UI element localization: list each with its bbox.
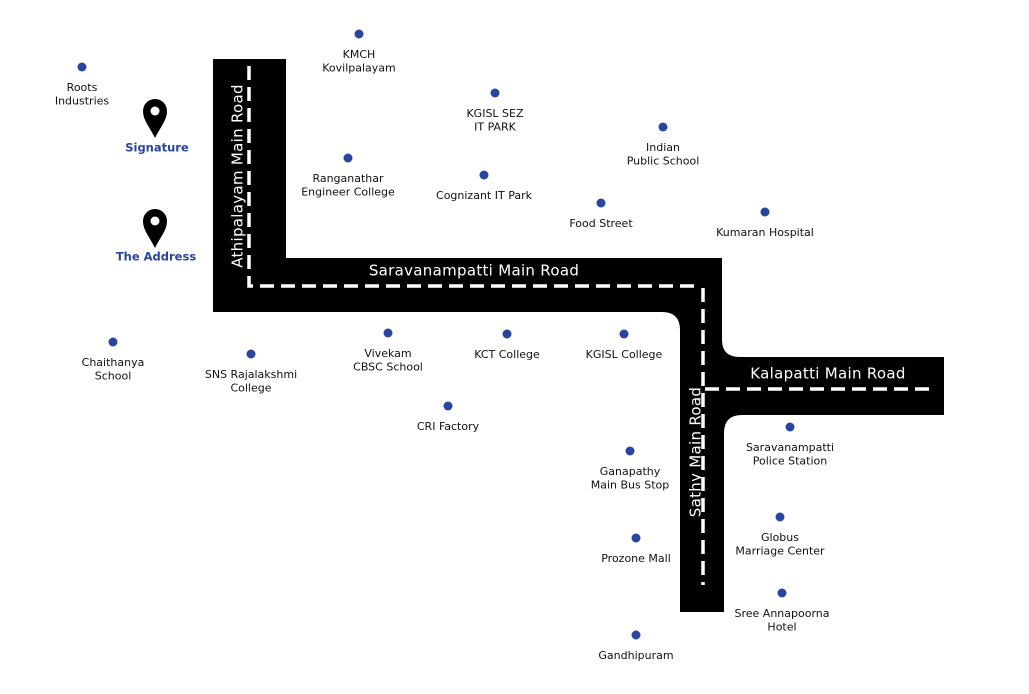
- place-dot: [777, 588, 787, 598]
- place-label: Hotel: [767, 621, 796, 634]
- place-label: Public School: [627, 155, 700, 168]
- road-dashes: [247, 66, 932, 585]
- place-dot: [490, 88, 500, 98]
- place-dot: [596, 198, 606, 208]
- place-dot: [631, 533, 641, 543]
- place-label: Police Station: [753, 455, 828, 468]
- place-label: Gandhipuram: [598, 649, 673, 662]
- highlight-label: The Address: [116, 250, 197, 264]
- place-label: Industries: [55, 95, 110, 108]
- road-label: Kalapatti Main Road: [750, 365, 905, 383]
- road-label: Athipalayam Main Road: [229, 84, 247, 268]
- place-label: CRI Factory: [417, 420, 480, 433]
- place-label: Main Bus Stop: [591, 479, 670, 492]
- place-label: Sree Annapoorna: [735, 607, 830, 620]
- place-dot: [343, 153, 353, 163]
- place-label: Prozone Mall: [601, 552, 671, 565]
- place-label: Indian: [646, 141, 680, 154]
- place-dot: [631, 630, 641, 640]
- place-label: Ranganathar: [312, 172, 384, 185]
- road-network: [213, 59, 944, 612]
- place-label: Engineer College: [301, 186, 395, 199]
- place-label: KGISL SEZ: [466, 107, 524, 120]
- place-label: College: [230, 382, 271, 395]
- place-label: Kovilpalayam: [322, 62, 396, 75]
- place-label: Cognizant IT Park: [436, 189, 533, 202]
- place-dot: [443, 401, 453, 411]
- place-label: KMCH: [343, 48, 376, 61]
- place-label: IT PARK: [474, 121, 517, 134]
- place-dot: [246, 349, 256, 359]
- place-label: Roots: [67, 81, 98, 94]
- place-label: School: [95, 370, 132, 383]
- place-label: Vivekam: [364, 347, 411, 360]
- place-dot: [479, 170, 489, 180]
- place-dot: [760, 207, 770, 217]
- place-dot: [775, 512, 785, 522]
- place-dot: [785, 422, 795, 432]
- place-dot: [354, 29, 364, 39]
- place-dot: [502, 329, 512, 339]
- location-pin: [143, 99, 167, 138]
- place-label: Chaithanya: [82, 356, 145, 369]
- place-label: Ganapathy: [600, 465, 661, 478]
- highlight-label: Signature: [125, 141, 189, 155]
- place-dot: [383, 328, 393, 338]
- place-label: Kumaran Hospital: [716, 226, 814, 239]
- place-dot: [619, 329, 629, 339]
- place-label: Food Street: [569, 217, 633, 230]
- place-dot: [658, 122, 668, 132]
- place-label: Globus: [761, 531, 799, 544]
- place-label: Marriage Center: [735, 545, 825, 558]
- road-label: Sathy Main Road: [687, 387, 705, 517]
- place-dot: [108, 337, 118, 347]
- place-label: KGISL College: [586, 348, 663, 361]
- road-label: Saravanampatti Main Road: [369, 262, 579, 280]
- location-pin: [143, 209, 167, 248]
- place-dot: [625, 446, 635, 456]
- place-dot: [77, 62, 87, 72]
- place-label: KCT College: [474, 348, 540, 361]
- place-label: SNS Rajalakshmi: [205, 368, 297, 381]
- place-label: CBSC School: [353, 361, 423, 374]
- place-label: Saravanampatti: [746, 441, 834, 454]
